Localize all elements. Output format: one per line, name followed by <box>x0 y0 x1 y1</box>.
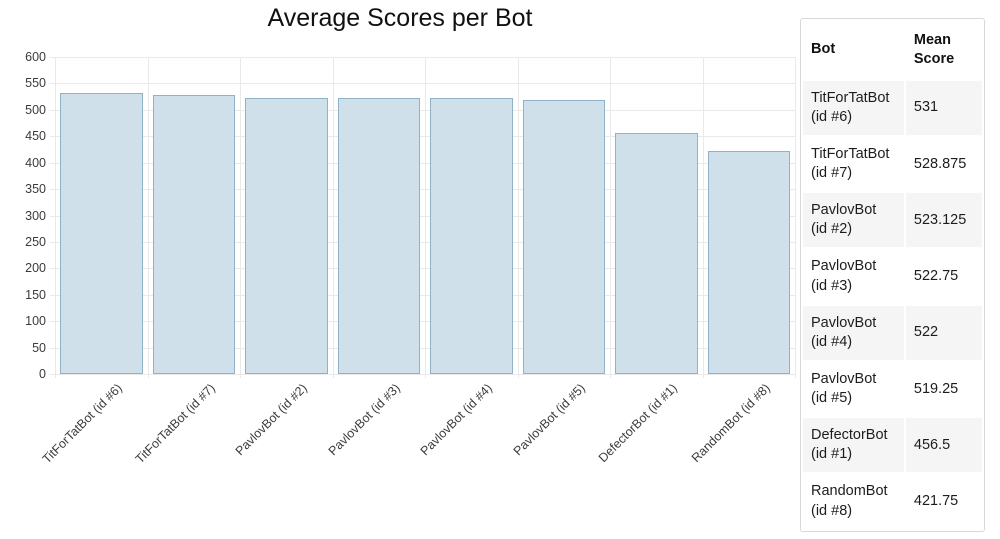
x-axis-tick-label: PavlovBot (id #2) <box>232 381 311 459</box>
y-axis-tick-label: 200 <box>25 261 46 276</box>
bar <box>522 99 605 374</box>
h-gridline <box>50 57 795 58</box>
y-axis-tick-label: 550 <box>25 76 46 91</box>
score-cell: 523.125 <box>905 193 982 248</box>
bot-cell: PavlovBot (id #5) <box>811 370 877 407</box>
v-gridline <box>147 57 149 378</box>
table-row: PavlovBot (id #3) 522.75 <box>803 249 982 303</box>
table-row: DefectorBot (id #1) 456.5 <box>803 418 982 473</box>
x-axis-tick-label: PavlovBot (id #4) <box>417 381 496 459</box>
x-axis-tick-label: DefectorBot (id #1) <box>596 381 681 466</box>
h-gridline <box>50 136 795 138</box>
y-axis-tick-label: 500 <box>25 102 46 117</box>
v-gridline <box>425 57 426 378</box>
bot-cell: RandomBot (id #8) <box>811 483 888 519</box>
y-axis-tick-label: 350 <box>25 182 46 197</box>
chart-title: Average Scores per Bot <box>267 4 533 32</box>
h-gridline <box>50 162 795 164</box>
h-gridline <box>50 347 795 349</box>
h-gridline <box>50 83 795 85</box>
score-cell: 519.25 <box>913 380 959 397</box>
bar <box>707 151 790 374</box>
h-gridline <box>50 374 795 375</box>
x-axis-tick-label: TitForTatBot (id #6) <box>39 381 126 467</box>
bot-cell: TitForTatBot (id #7) <box>811 145 890 182</box>
table-header-mean-score: Mean Score <box>913 32 955 67</box>
y-axis-tick-label: 400 <box>25 155 46 170</box>
bot-cell: PavlovBot (id #3) <box>811 258 877 294</box>
x-axis-tick-label: RandomBot (id #8) <box>688 381 773 466</box>
mean-scores-panel: Bot Mean Score TitForTatBot (id #6) 531 Ti… <box>800 18 985 532</box>
v-gridline <box>795 57 796 378</box>
x-axis-tick-label: PavlovBot (id #3) <box>325 381 403 459</box>
bar <box>430 98 513 374</box>
y-axis-tick-label: 450 <box>25 129 46 144</box>
table-row: PavlovBot (id #4) 522 <box>803 305 982 360</box>
bar <box>152 94 235 374</box>
v-gridline <box>702 57 704 378</box>
bar <box>245 97 328 374</box>
scores-table: Bot Mean Score TitForTatBot (id #6) 531 Ti… <box>801 19 984 531</box>
y-axis-tick-label: 50 <box>32 340 46 355</box>
table-row: RandomBot (id #8) 421.75 <box>803 474 982 528</box>
h-gridline <box>50 215 795 217</box>
h-gridline <box>50 241 795 243</box>
bar <box>60 93 143 374</box>
table-header-bot: Bot <box>811 41 836 58</box>
score-cell: 522 <box>905 305 982 360</box>
table-row: TitForTatBot (id #7) 528.875 <box>803 137 982 191</box>
v-gridline <box>55 57 56 378</box>
h-gridline <box>50 294 795 296</box>
bar <box>615 132 698 374</box>
v-gridline <box>332 57 334 378</box>
table-row: TitForTatBot (id #6) 531 <box>803 80 982 135</box>
table-row: PavlovBot (id #5) 519.25 <box>803 362 982 416</box>
table-row: PavlovBot (id #2) 523.125 <box>803 193 982 248</box>
y-axis-tick-label: 100 <box>25 314 46 329</box>
y-axis-tick-label: 150 <box>25 287 46 302</box>
score-cell: 528.875 <box>913 155 967 172</box>
bar <box>337 97 420 374</box>
y-axis-tick-label: 0 <box>39 367 46 381</box>
bot-cell: PavlovBot (id #4) <box>803 305 904 360</box>
score-cell: 531 <box>905 80 982 135</box>
h-gridline <box>50 109 795 111</box>
score-cell: 522.75 <box>913 268 959 284</box>
h-gridline <box>50 321 795 323</box>
table-header-row: Bot Mean Score <box>803 21 982 79</box>
x-axis-tick-label: PavlovBot (id #5) <box>510 381 588 459</box>
score-cell: 421.75 <box>913 493 959 509</box>
score-cell: 456.5 <box>905 418 982 473</box>
bot-cell: DefectorBot (id #1) <box>803 418 904 473</box>
h-gridline <box>50 189 795 191</box>
y-axis-tick-label: 250 <box>25 234 46 249</box>
x-axis-tick-label: TitForTatBot (id #7) <box>132 381 218 467</box>
h-gridline <box>50 268 795 270</box>
v-gridline <box>517 57 519 378</box>
v-gridline <box>610 57 611 378</box>
bot-cell: TitForTatBot (id #6) <box>803 80 904 135</box>
y-axis-tick-label: 600 <box>25 50 46 64</box>
v-gridline <box>240 57 241 378</box>
bot-cell: PavlovBot (id #2) <box>803 193 904 248</box>
y-axis-tick-label: 300 <box>25 208 46 223</box>
